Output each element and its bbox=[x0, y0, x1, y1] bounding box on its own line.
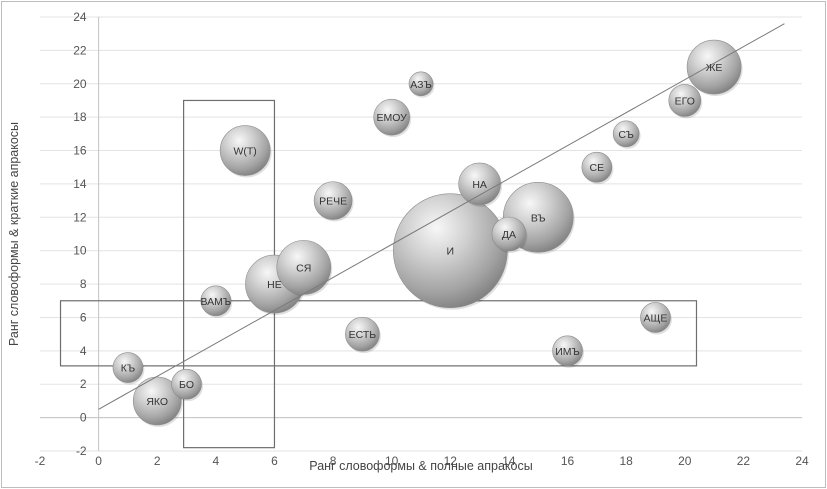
bubble bbox=[373, 98, 410, 136]
bubble-label: СЕ bbox=[590, 162, 605, 174]
gridlines bbox=[40, 16, 802, 452]
bubble-label: ВЪ bbox=[531, 212, 546, 224]
bubble-label: И bbox=[447, 246, 455, 258]
bubble-label: НЕ bbox=[267, 279, 282, 291]
y-tick-label: -2 bbox=[76, 444, 87, 458]
bubble bbox=[552, 335, 583, 367]
y-tick-label: 0 bbox=[80, 411, 87, 425]
y-tick-label: 2 bbox=[80, 377, 87, 391]
bubble bbox=[612, 120, 640, 148]
y-tick-label: 22 bbox=[73, 43, 87, 57]
y-tick-label: 16 bbox=[73, 144, 87, 158]
bubble bbox=[581, 151, 613, 183]
bubble-label: КЪ bbox=[121, 363, 135, 375]
x-tick-label: 10 bbox=[385, 454, 399, 468]
bubble bbox=[668, 84, 702, 117]
y-tick-label: 20 bbox=[73, 77, 87, 91]
x-axis-title: Ранг словоформы & полные апракосы bbox=[309, 459, 532, 473]
x-tick-label: 2 bbox=[154, 454, 161, 468]
bubble-label: ЕМОУ bbox=[377, 112, 408, 124]
trendline-group bbox=[98, 23, 785, 410]
bubble-label: W(Т) bbox=[233, 146, 256, 158]
x-tick-label: -2 bbox=[35, 454, 46, 468]
bubble bbox=[132, 376, 182, 426]
x-tick-label: 8 bbox=[330, 454, 337, 468]
y-tick-label: 12 bbox=[73, 210, 87, 224]
y-tick-label: 14 bbox=[73, 177, 87, 191]
highlight-rectangle bbox=[59, 300, 698, 367]
x-tick-label: 16 bbox=[561, 454, 575, 468]
x-tick-label: 0 bbox=[95, 454, 102, 468]
y-tick-label: 6 bbox=[80, 310, 87, 324]
trendline bbox=[98, 23, 785, 410]
y-tick-label: 18 bbox=[73, 110, 87, 124]
bubble-label: ВАМЪ bbox=[200, 296, 231, 308]
bubble-label: ИМЪ bbox=[555, 346, 580, 358]
bubble bbox=[171, 368, 202, 400]
bubble-labels: ЖЕ ЕГО АЗЪ ЕМОУ СЪ W(Т) СЕ НА РЕЧЕ ВЪ ДА И СЯ НЕ ВАМЪ А… bbox=[121, 62, 723, 408]
bubble bbox=[686, 39, 742, 95]
bubble-label: ЯКО bbox=[146, 396, 168, 408]
bubbles bbox=[112, 39, 743, 427]
x-tick-label: 6 bbox=[271, 454, 278, 468]
bubble-label: ЖЕ bbox=[706, 62, 723, 74]
bubble bbox=[640, 302, 671, 333]
x-tick-label: 20 bbox=[678, 454, 692, 468]
bubble-label: БО bbox=[179, 379, 194, 391]
bubble-label: ДА bbox=[502, 229, 516, 241]
x-tick-label: 24 bbox=[795, 454, 809, 468]
bubble bbox=[313, 181, 353, 220]
bubble bbox=[219, 125, 271, 176]
bubble bbox=[408, 71, 434, 97]
y-tick-label: 24 bbox=[73, 10, 87, 24]
x-tick-label: 14 bbox=[502, 454, 516, 468]
bubble-label: ЕГО bbox=[675, 95, 695, 107]
x-tick-label: 18 bbox=[619, 454, 633, 468]
y-tick-label: 10 bbox=[73, 244, 87, 258]
bubble bbox=[200, 285, 232, 317]
bubble bbox=[345, 316, 380, 352]
bubble-label: НА bbox=[472, 179, 487, 191]
bubble-label: ЕСТЬ bbox=[349, 329, 377, 341]
bubble-label: СЯ bbox=[296, 262, 311, 274]
y-tick-label: 4 bbox=[80, 344, 87, 358]
x-tick-label: 12 bbox=[444, 454, 458, 468]
y-tick-label: 8 bbox=[80, 277, 87, 291]
bubble-label: РЕЧЕ bbox=[319, 196, 347, 208]
bubble-label: СЪ bbox=[618, 129, 634, 141]
y-axis-title: Ранг словоформы & краткие апракосы bbox=[7, 122, 21, 346]
bubble bbox=[491, 216, 527, 252]
bubble-label: АЩЕ bbox=[644, 312, 668, 324]
bubble bbox=[112, 352, 144, 383]
bubble bbox=[458, 162, 501, 206]
x-tick-label: 22 bbox=[737, 454, 751, 468]
x-tick-label: 4 bbox=[213, 454, 220, 468]
bubble-label: АЗЪ bbox=[410, 79, 432, 91]
